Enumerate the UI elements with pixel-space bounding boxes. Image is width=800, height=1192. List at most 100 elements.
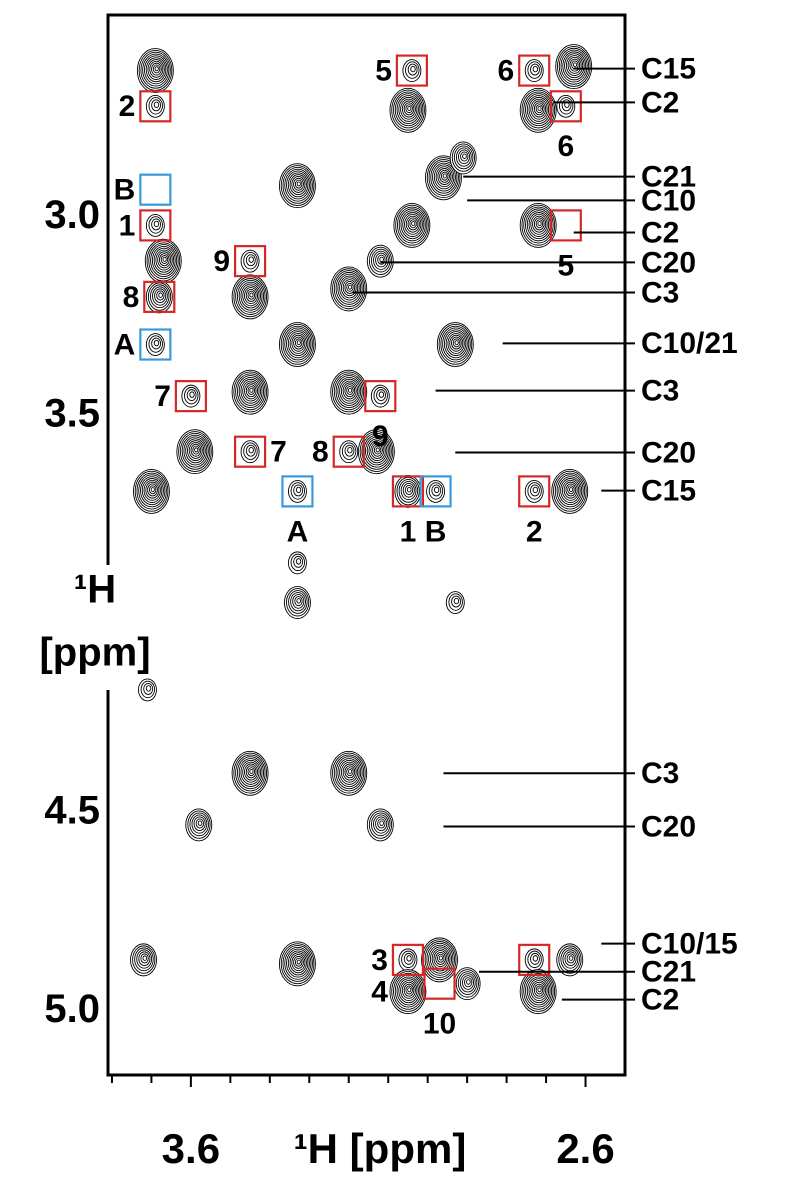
contour-ring [344,444,355,457]
box-label: 10 [423,1008,456,1041]
peak [421,937,458,983]
contour-ring [339,759,360,785]
contour-ring [249,292,254,298]
peak [132,468,170,514]
contour-ring [249,769,254,774]
peak [231,274,269,320]
contour-ring [562,949,579,969]
assignment-label: C20 [641,436,696,469]
contour-ring [293,555,304,568]
assignment-label: C3 [641,276,679,309]
contour-ring [396,206,428,244]
contour-ring [437,953,445,963]
contour-ring [158,253,170,267]
contour-ring [155,249,173,271]
contour-ring [530,63,540,76]
contour-ring [149,60,164,78]
contour-ring [244,287,259,305]
contour-ring [244,382,259,400]
contour-ring [178,431,212,472]
contour-ring [243,251,258,270]
peak [394,474,422,508]
contour-ring [190,443,202,457]
box-label: 7 [270,436,287,469]
contour-ring [284,168,312,202]
contour-ring [339,378,360,404]
contour-ring [537,106,542,111]
contour-ring [523,91,554,129]
contour-ring [156,290,165,301]
contour-ring [291,954,306,972]
contour-ring [141,478,163,503]
contour-ring [240,378,262,404]
contour-ring [401,981,416,999]
contour-ring [288,590,308,614]
contour-ring [535,985,544,995]
contour-ring [293,177,304,191]
contour-ring [537,221,542,227]
y-tick-label: 4.5 [44,789,100,833]
peak [287,551,307,575]
contour-ring [247,290,256,300]
contour-ring [410,65,416,73]
assignment-label: C21 [641,161,696,194]
contour-ring [400,480,417,501]
contour-ring [455,147,472,167]
contour-ring [153,339,160,347]
contour-ring [344,384,356,398]
contour-ring [366,438,388,464]
peak [357,429,395,475]
contour-ring [569,487,574,493]
contour-ring [145,57,167,83]
contour-ring [236,756,265,790]
contour-ring [563,481,578,499]
contour-ring [564,951,577,967]
contour-ring [430,160,458,194]
peak [366,244,394,278]
peak [426,479,446,503]
contour-ring [431,484,442,497]
box-label: 9 [213,245,230,278]
assignment-box [281,475,314,508]
peak [283,586,311,620]
peak [144,238,182,284]
contour-ring [245,765,257,779]
contour-ring [186,389,197,402]
contour-ring [404,484,414,495]
contour-ring [532,100,547,118]
contour-ring [280,323,315,365]
peak [339,440,359,464]
contour-ring [284,946,312,980]
contour-ring [560,947,580,972]
contour-ring [437,168,452,185]
contour-ring [405,104,413,114]
contour-ring [154,66,159,72]
contour-ring [403,952,414,965]
contour-ring [287,950,309,976]
peak [445,591,465,615]
peak [240,440,260,464]
assignment-box [332,435,365,468]
contour-ring [295,558,302,565]
peak [389,969,427,1015]
peak [145,94,165,118]
contour-ring [142,53,170,87]
contour-ring [530,484,540,497]
contour-ring [348,387,353,393]
contour-ring [286,588,310,617]
contour-ring [400,980,418,1001]
contour-ring [398,96,419,122]
box-label: 6 [557,130,574,163]
contour-ring [558,97,574,115]
contour-ring [247,386,256,395]
contour-ring [428,482,444,500]
contour-ring [153,101,160,109]
contour-ring [287,331,309,357]
contour-ring [402,482,415,498]
contour-ring [134,947,154,972]
contour-ring [568,955,574,961]
contour-ring [373,250,389,270]
contour-ring [147,59,165,80]
contour-ring [448,593,463,611]
contour-ring [435,951,446,965]
